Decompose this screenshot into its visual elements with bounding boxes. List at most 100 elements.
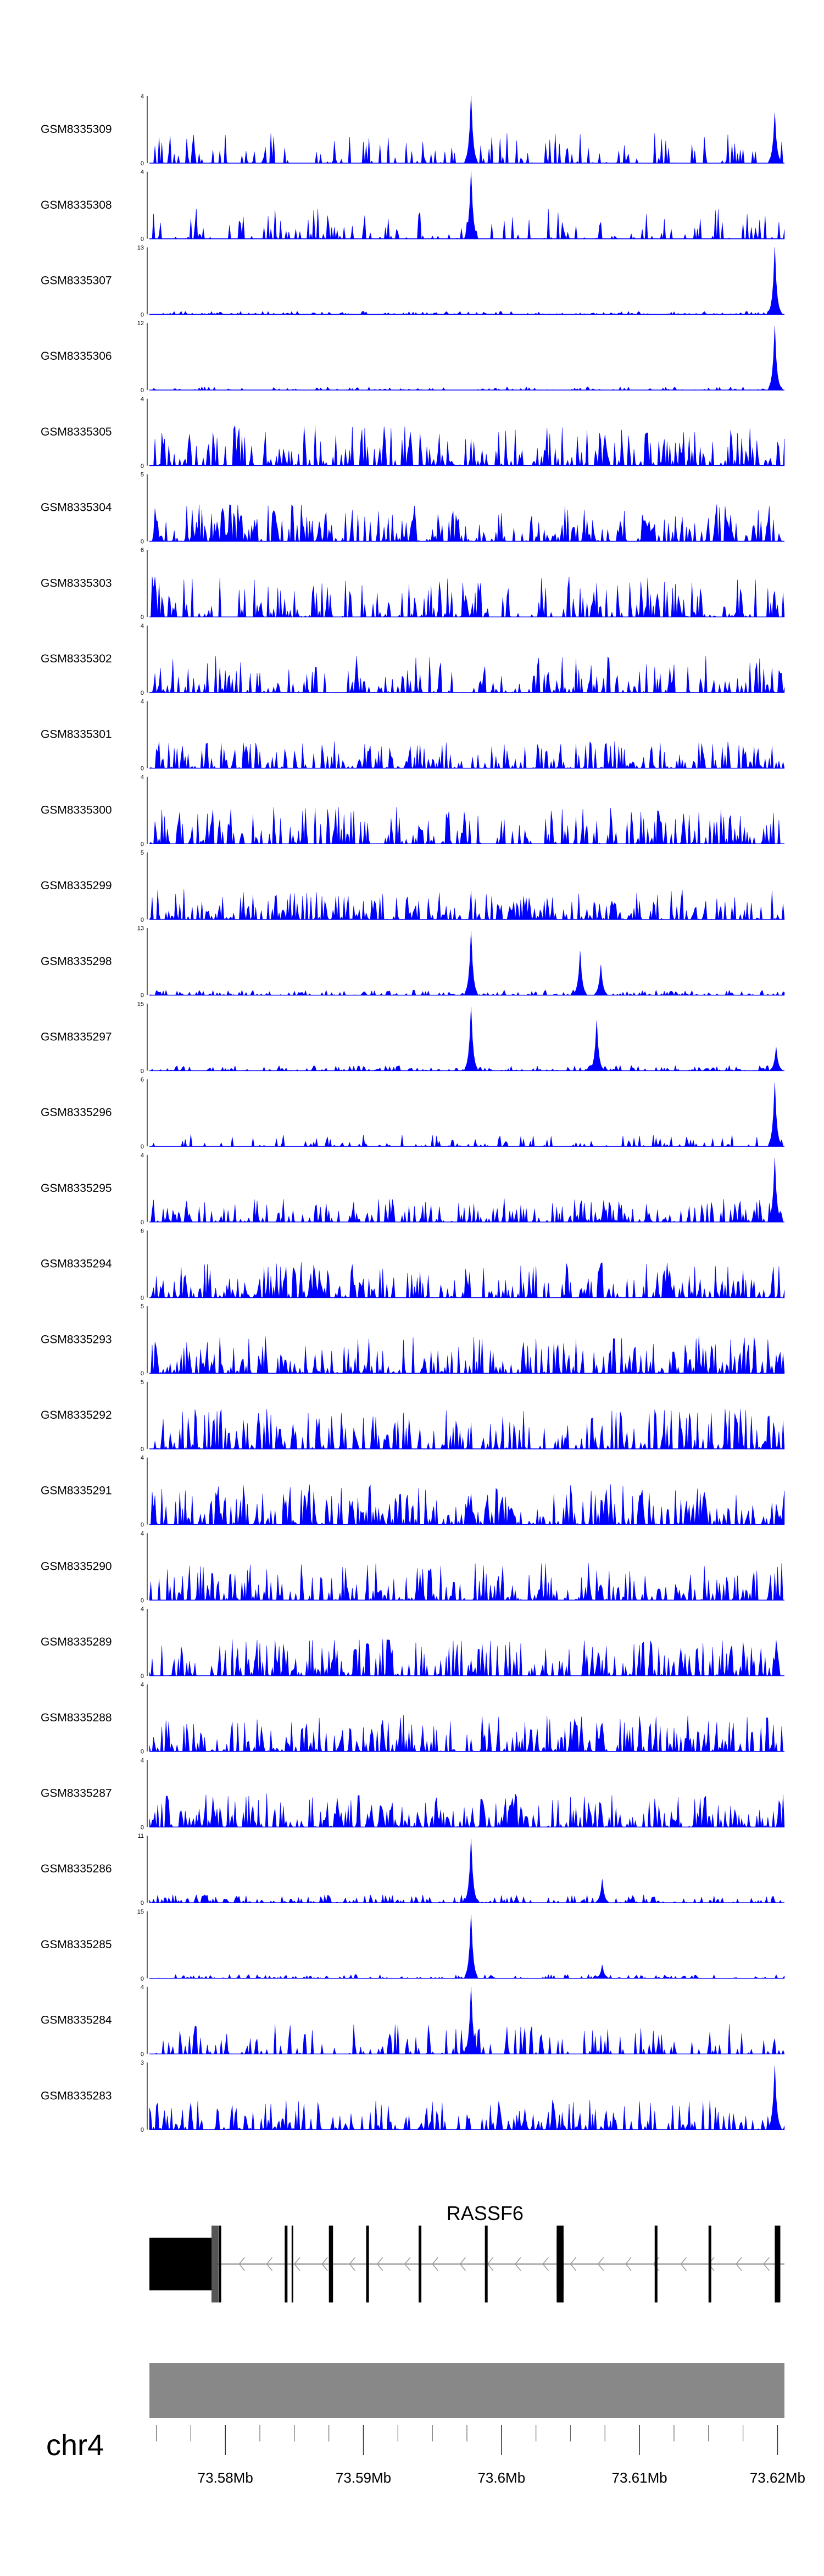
x-tick-label: 73.59Mb xyxy=(336,2469,391,2486)
coverage-area xyxy=(149,1007,784,1072)
y-tick-min: 0 xyxy=(141,463,144,470)
track-GSM8335287: GSM8335287 4 0 xyxy=(41,1757,785,1831)
y-tick-min: 0 xyxy=(141,1295,144,1302)
y-tick-min: 0 xyxy=(141,160,144,167)
y-tick-min: 0 xyxy=(141,1900,144,1906)
coverage-area xyxy=(149,1987,785,2055)
coverage-area xyxy=(149,931,785,996)
coverage-area xyxy=(149,247,784,315)
track-GSM8335286: GSM8335286 11 0 xyxy=(41,1833,784,1906)
strand-chevron xyxy=(487,2257,494,2271)
y-tick-max: 11 xyxy=(138,1833,144,1839)
track-label: GSM8335297 xyxy=(41,1031,112,1044)
coverage-area xyxy=(149,741,785,769)
y-tick-min: 0 xyxy=(141,1522,144,1529)
y-tick-max: 4 xyxy=(141,699,144,705)
coverage-area xyxy=(149,577,785,618)
y-tick-max: 5 xyxy=(141,1303,144,1310)
y-tick-min: 0 xyxy=(141,1068,144,1074)
gene-exon xyxy=(218,2226,221,2302)
strand-chevron xyxy=(597,2257,604,2271)
y-tick-min: 0 xyxy=(141,1144,144,1150)
track-GSM8335290: GSM8335290 4 0 xyxy=(41,1530,784,1604)
y-tick-max: 3 xyxy=(141,2060,144,2066)
track-label: GSM8335294 xyxy=(41,1258,112,1270)
y-tick-min: 0 xyxy=(141,311,144,318)
y-tick-max: 6 xyxy=(141,547,144,554)
track-label: GSM8335295 xyxy=(41,1182,112,1195)
track-label: GSM8335308 xyxy=(41,199,112,211)
y-tick-min: 0 xyxy=(141,993,144,999)
coverage-area xyxy=(149,1914,785,1979)
track-label: GSM8335300 xyxy=(41,804,112,816)
strand-chevron xyxy=(321,2257,328,2271)
coverage-area xyxy=(149,1083,785,1147)
y-tick-max: 5 xyxy=(141,472,144,478)
track-GSM8335309: GSM8335309 4 0 xyxy=(41,93,784,167)
strand-chevron xyxy=(293,2257,300,2271)
track-GSM8335292: GSM8335292 5 0 xyxy=(41,1379,785,1453)
y-tick-min: 0 xyxy=(141,387,144,394)
coverage-area xyxy=(149,326,784,391)
track-GSM8335293: GSM8335293 5 0 xyxy=(41,1303,785,1377)
chromosome-bar xyxy=(149,2363,784,2418)
track-GSM8335295: GSM8335295 4 0 xyxy=(41,1152,784,1226)
y-tick-max: 13 xyxy=(137,925,144,932)
y-tick-max: 4 xyxy=(141,1152,144,1159)
y-tick-min: 0 xyxy=(141,1673,144,1680)
strand-chevron xyxy=(542,2257,549,2271)
y-tick-max: 4 xyxy=(141,1682,144,1688)
strand-chevron xyxy=(459,2257,466,2271)
track-label: GSM8335302 xyxy=(41,653,112,665)
track-label: GSM8335284 xyxy=(41,2014,112,2027)
track-label: GSM8335305 xyxy=(41,426,112,438)
gene-exon xyxy=(556,2238,564,2290)
y-tick-min: 0 xyxy=(141,766,144,772)
strand-chevron xyxy=(570,2257,577,2271)
track-label: GSM8335296 xyxy=(41,1106,112,1119)
chromosome-track: chr4 xyxy=(46,2363,784,2462)
track-GSM8335307: GSM8335307 13 0 xyxy=(41,244,784,318)
track-GSM8335297: GSM8335297 15 0 xyxy=(41,1001,784,1074)
gene-exon xyxy=(654,2226,658,2302)
y-tick-max: 4 xyxy=(141,1984,144,1991)
y-tick-min: 0 xyxy=(141,2127,144,2133)
y-tick-max: 4 xyxy=(141,1455,144,1462)
y-tick-min: 0 xyxy=(141,1597,144,1604)
track-GSM8335299: GSM8335299 5 0 xyxy=(41,850,785,923)
chromosome-label: chr4 xyxy=(46,2429,104,2462)
track-label: GSM8335293 xyxy=(41,1333,112,1346)
track-label: GSM8335292 xyxy=(41,1409,112,1421)
track-GSM8335285: GSM8335285 15 0 xyxy=(41,1909,785,1982)
strand-chevron xyxy=(514,2257,521,2271)
track-GSM8335302: GSM8335302 4 0 xyxy=(41,623,785,696)
track-label: GSM8335289 xyxy=(41,1636,112,1648)
track-label: GSM8335290 xyxy=(41,1560,112,1573)
gene-exon xyxy=(329,2226,333,2302)
coverage-area xyxy=(149,1484,785,1525)
coverage-area xyxy=(149,1158,784,1223)
track-GSM8335305: GSM8335305 4 0 xyxy=(41,396,785,470)
y-tick-max: 6 xyxy=(141,1077,144,1083)
track-GSM8335300: GSM8335300 4 0 xyxy=(41,774,784,847)
coverage-area xyxy=(149,504,784,542)
track-label: GSM8335286 xyxy=(41,1863,112,1875)
x-tick-label: 73.6Mb xyxy=(477,2469,525,2486)
track-GSM8335301: GSM8335301 4 0 xyxy=(41,699,785,772)
track-GSM8335298: GSM8335298 13 0 xyxy=(41,925,785,999)
track-label: GSM8335306 xyxy=(41,350,112,363)
track-label: GSM8335303 xyxy=(41,577,112,589)
y-tick-min: 0 xyxy=(141,690,144,696)
y-tick-max: 12 xyxy=(137,320,144,327)
y-tick-min: 0 xyxy=(141,539,144,545)
gene-exon xyxy=(708,2226,711,2302)
track-label: GSM8335299 xyxy=(41,879,112,892)
track-GSM8335294: GSM8335294 6 0 xyxy=(41,1228,785,1302)
track-label: GSM8335309 xyxy=(41,123,112,136)
y-tick-max: 15 xyxy=(137,1909,144,1915)
coverage-area xyxy=(149,1793,785,1828)
coverage-area xyxy=(149,2066,785,2131)
gene-exon xyxy=(775,2226,781,2302)
y-tick-max: 4 xyxy=(141,1606,144,1613)
